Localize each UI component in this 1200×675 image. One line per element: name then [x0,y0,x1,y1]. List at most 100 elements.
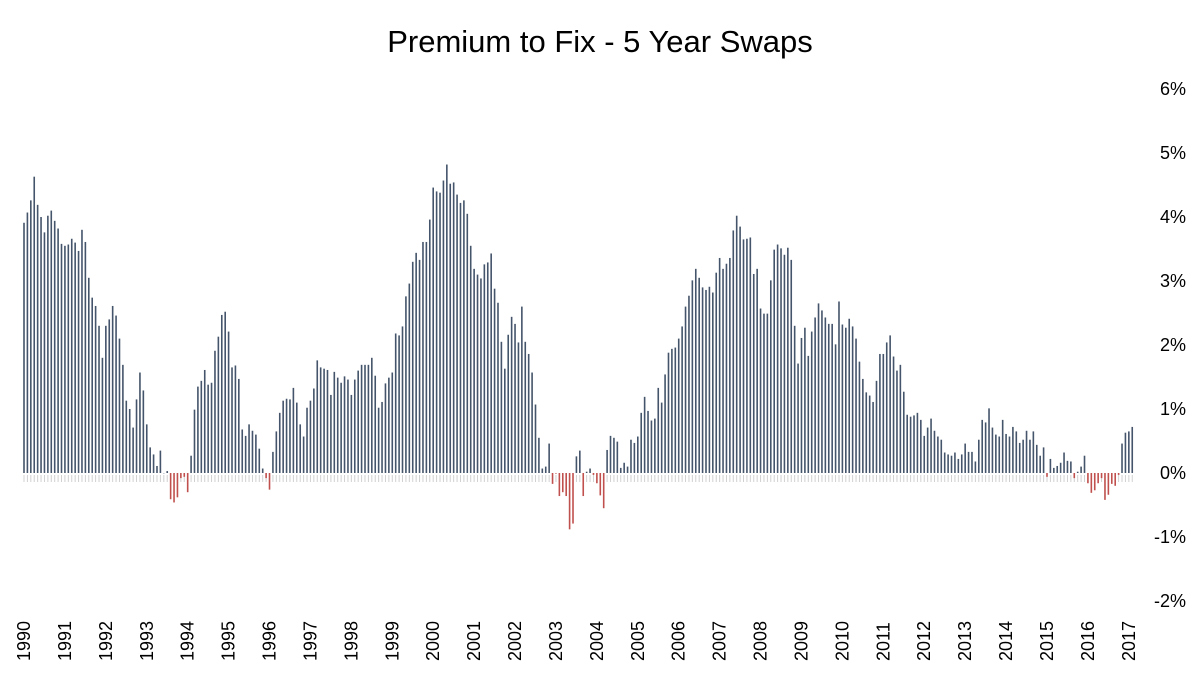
x-tick-label: 2009 [791,621,811,661]
bar [684,306,687,473]
bar [998,436,1001,473]
x-tick-label: 2010 [832,621,852,661]
bar [367,364,370,473]
bar [377,407,380,473]
bar [173,473,175,503]
bar [623,462,625,473]
bar [729,257,731,473]
x-tick-label: 1992 [96,621,116,661]
bar [1059,462,1062,473]
x-tick-label: 2003 [546,621,566,661]
bar [374,375,377,473]
bar [371,357,373,473]
bar [33,176,36,473]
bar [227,331,230,473]
bar [800,337,803,473]
bar [183,473,186,477]
bar [507,334,510,473]
bar [1073,473,1076,479]
bar [923,435,926,473]
bar [572,473,574,524]
bar [391,372,394,473]
bar [94,305,97,473]
bar [91,297,93,473]
bar [654,418,656,473]
bar [388,377,390,473]
bar [1093,473,1096,491]
x-tick-label: 2012 [914,621,934,661]
bar [1128,431,1130,473]
bar [896,370,898,473]
bar [780,248,782,473]
bar [916,412,919,473]
x-tick-label: 2015 [1037,621,1057,661]
bar [360,364,363,473]
bar [1110,473,1113,484]
x-tick-label: 2017 [1119,621,1139,661]
bar [735,215,738,473]
bar [87,277,90,473]
bar [333,371,336,473]
bar [340,382,342,473]
bar [759,308,762,473]
x-tick-label: 2011 [873,622,893,661]
bar [132,427,134,473]
bar [1046,473,1048,477]
bar [272,451,274,473]
bar [1083,455,1086,473]
bar [1063,452,1065,473]
bar [926,427,929,473]
bar [57,228,59,473]
bar [476,274,479,473]
bar [565,473,567,497]
bar [787,247,789,473]
bar [712,292,714,473]
bar [1124,432,1127,473]
bar [1114,473,1116,486]
bar [913,415,915,473]
bar [579,450,581,473]
bar [950,455,953,473]
bar [261,468,264,473]
bar [647,410,649,473]
bar [971,451,973,473]
bar [128,409,131,473]
bar [1029,439,1031,473]
bar [105,325,107,473]
bar [108,319,111,473]
bar [810,331,813,473]
y-tick-label: 4% [1160,207,1186,227]
bar [469,245,472,473]
bar [637,436,639,473]
bar [715,272,718,473]
bar [40,217,42,473]
bar [848,318,851,473]
bar [688,295,690,473]
bar [418,259,421,473]
bar [582,473,585,497]
bar [398,335,400,473]
bar [817,303,820,473]
bar [463,200,465,474]
x-tick-label: 2006 [669,621,689,661]
bar [459,202,462,474]
bar [292,387,295,473]
bar [967,451,970,473]
bar [906,414,908,473]
bar [510,316,513,473]
bar [1018,442,1021,473]
bar [101,357,104,473]
bar [722,268,724,473]
bar [432,187,434,473]
bar [739,226,741,473]
bar [1104,473,1106,500]
bar [411,261,414,473]
bar [555,473,557,474]
bar [855,338,857,473]
bar [483,264,486,473]
bar [152,454,155,473]
x-tick-label: 2000 [423,621,443,661]
bar [609,435,612,473]
bar [616,441,619,473]
bar [60,243,63,473]
